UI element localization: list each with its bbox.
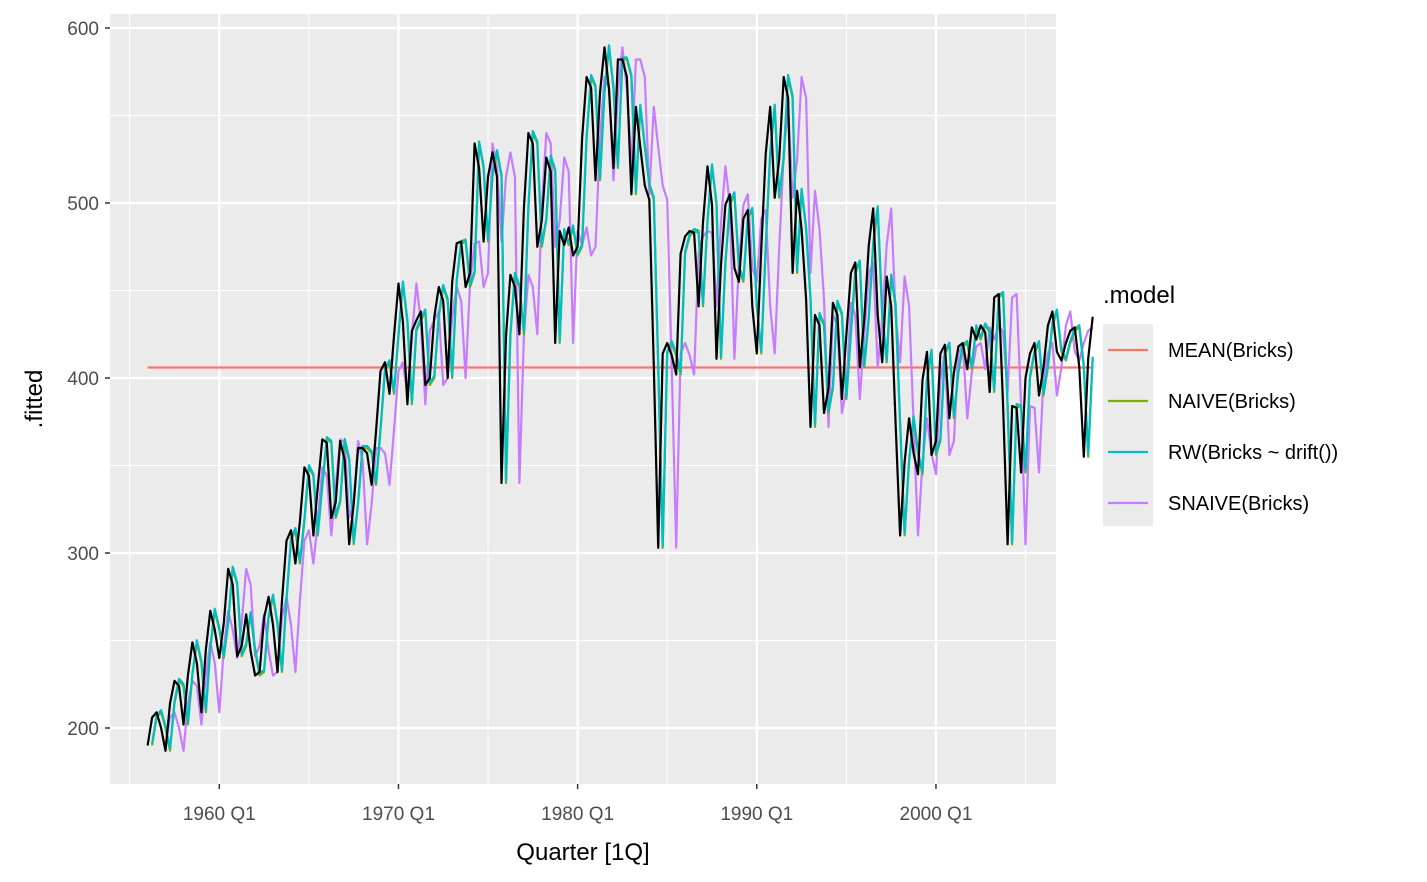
observed-line	[146, 46, 1094, 752]
series-line-drift	[151, 44, 1094, 750]
y-axis-title: .fitted	[21, 370, 48, 429]
x-tick-label: 1990 Q1	[720, 804, 793, 825]
x-tick-label: 1960 Q1	[183, 804, 256, 825]
x-axis-title: Quarter [1Q]	[516, 839, 649, 866]
x-tick-label: 2000 Q1	[900, 804, 973, 825]
y-tick-label: 400	[67, 369, 99, 390]
x-tick-label: 1980 Q1	[541, 804, 614, 825]
y-tick-label: 200	[67, 719, 99, 740]
y-axis: 200 300 400 500 600	[67, 19, 110, 740]
x-tick-label: 1970 Q1	[362, 804, 435, 825]
legend-label: SNAIVE(Bricks)	[1168, 493, 1309, 515]
legend-key-background	[1103, 324, 1153, 526]
legend: .model MEAN(Bricks) NAIVE(Bricks) RW(Brick…	[1103, 282, 1338, 526]
legend-entries: MEAN(Bricks) NAIVE(Bricks) RW(Bricks ~ dri…	[1108, 340, 1338, 515]
series-layer	[146, 44, 1094, 752]
legend-label: RW(Bricks ~ drift())	[1168, 442, 1338, 464]
x-axis: 1960 Q1 1970 Q1 1980 Q1 1990 Q1 2000 Q1	[183, 784, 973, 825]
legend-title: .model	[1103, 282, 1175, 309]
legend-label: MEAN(Bricks)	[1168, 340, 1294, 362]
y-tick-label: 300	[67, 544, 99, 565]
y-tick-label: 600	[67, 19, 99, 40]
y-tick-label: 500	[67, 194, 99, 215]
legend-label: NAIVE(Bricks)	[1168, 391, 1296, 413]
